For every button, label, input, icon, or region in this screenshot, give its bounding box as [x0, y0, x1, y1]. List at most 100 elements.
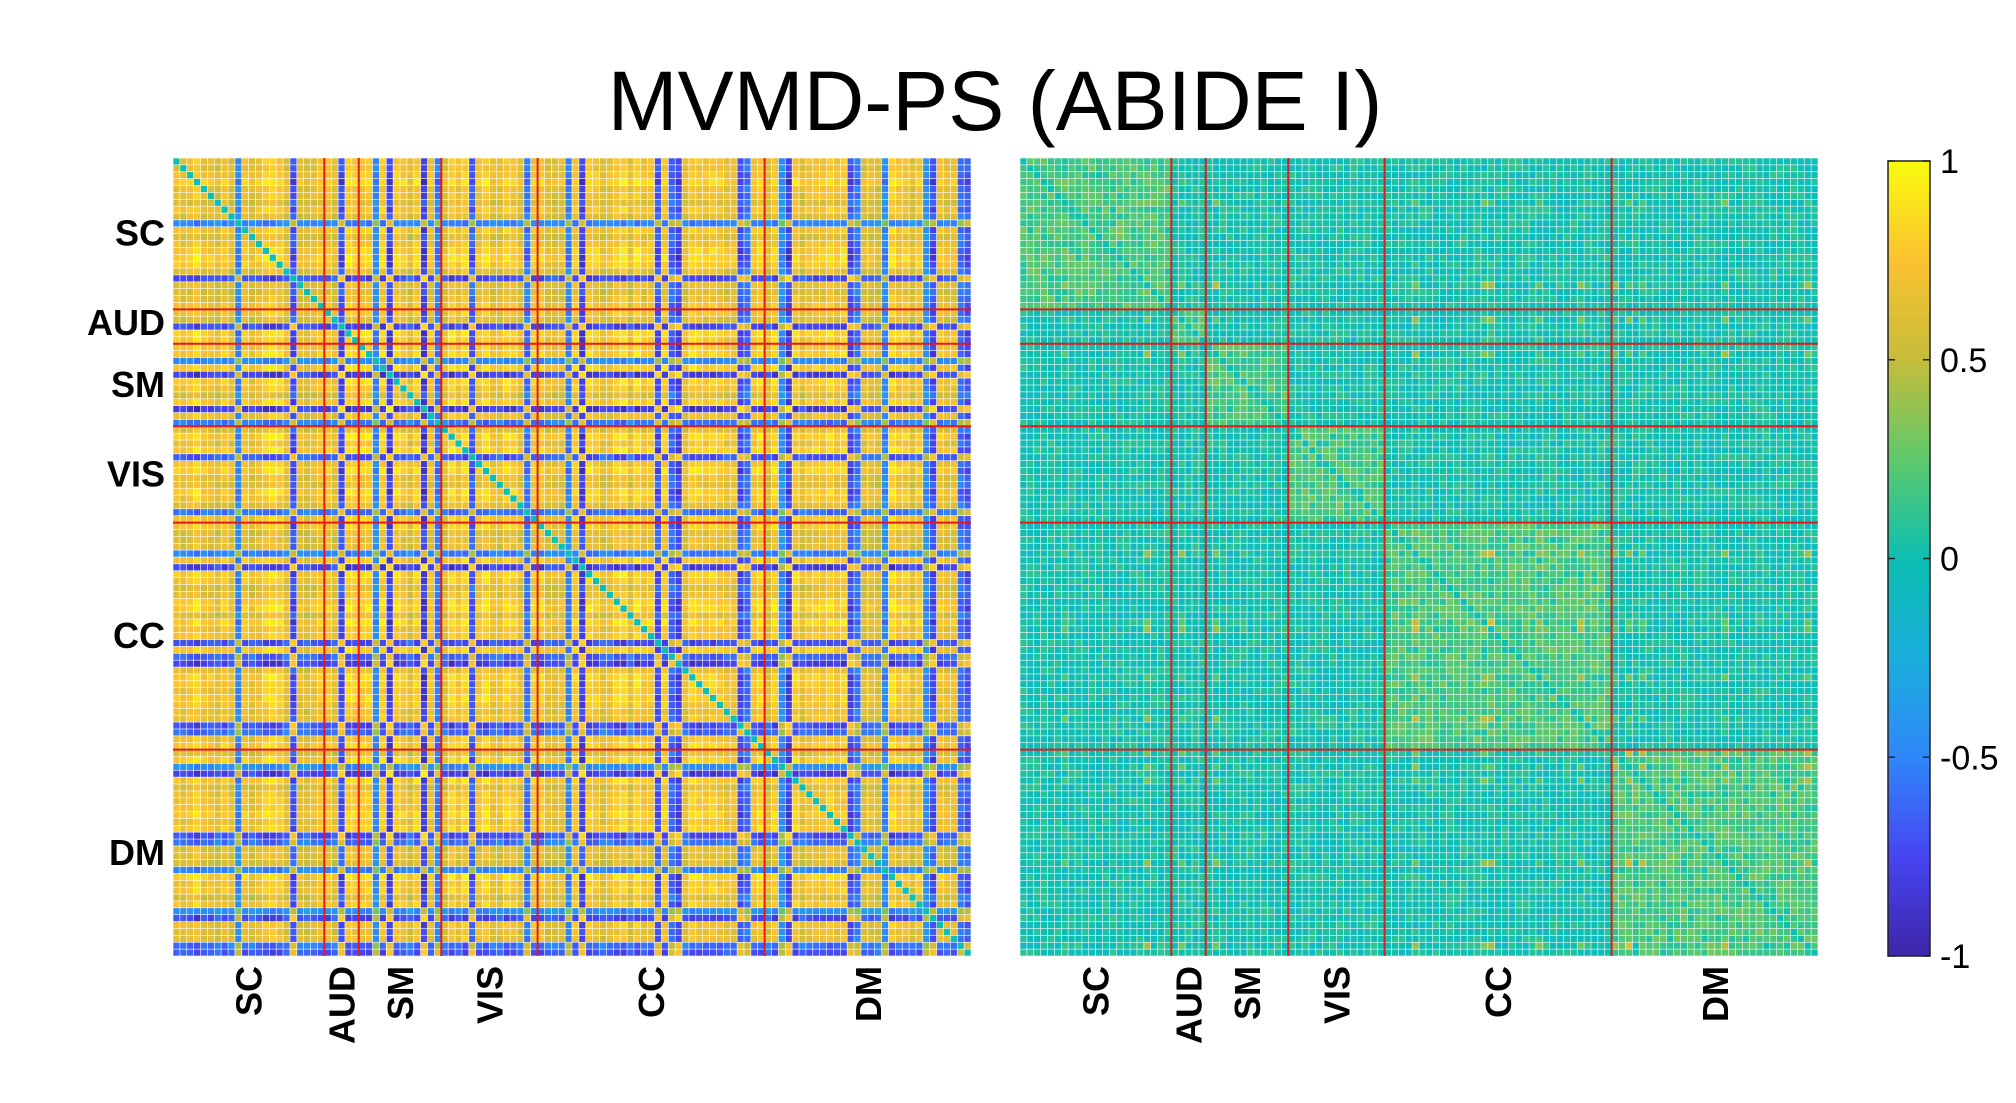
heatmap-cell: [958, 241, 964, 247]
heatmap-cell: [215, 172, 221, 178]
heatmap-cell: [614, 303, 620, 309]
heatmap-cell: [173, 351, 179, 357]
heatmap-cell: [834, 447, 840, 453]
heatmap-cell: [572, 413, 578, 419]
heatmap-cell: [559, 385, 565, 391]
heatmap-cell: [834, 158, 840, 164]
heatmap-cell: [215, 365, 221, 371]
heatmap-cell: [903, 392, 909, 398]
heatmap-cell: [882, 337, 888, 343]
heatmap-cell: [765, 317, 771, 323]
heatmap-cell: [820, 420, 826, 426]
heatmap-cell: [290, 323, 296, 329]
heatmap-cell: [937, 358, 943, 364]
heatmap-cell: [847, 337, 853, 343]
heatmap-cell: [930, 310, 936, 316]
heatmap-cell: [813, 433, 819, 439]
heatmap-cell: [338, 248, 344, 254]
heatmap-cell: [607, 158, 613, 164]
heatmap-cell: [944, 158, 950, 164]
heatmap-cell: [847, 193, 853, 199]
heatmap-cell: [263, 358, 269, 364]
heatmap-cell: [187, 289, 193, 295]
heatmap-cell: [283, 206, 289, 212]
heatmap-cell: [483, 261, 489, 267]
heatmap-cell: [504, 193, 510, 199]
heatmap-cell: [737, 344, 743, 350]
heatmap-cell: [820, 447, 826, 453]
heatmap-cell: [476, 193, 482, 199]
heatmap-cell: [194, 454, 200, 460]
heatmap-cell: [187, 255, 193, 261]
heatmap-cell: [263, 193, 269, 199]
heatmap-cell: [448, 337, 454, 343]
heatmap-cell: [510, 365, 516, 371]
heatmap-cell: [958, 413, 964, 419]
heatmap-cell: [627, 289, 633, 295]
heatmap-cell: [579, 255, 585, 261]
heatmap-cell: [813, 282, 819, 288]
heatmap-cell: [435, 186, 441, 192]
heatmap-cell: [675, 317, 681, 323]
heatmap-cell: [276, 344, 282, 350]
heatmap-cell: [641, 172, 647, 178]
heatmap-cell: [565, 179, 571, 185]
heatmap-cell: [614, 385, 620, 391]
heatmap-cell: [538, 365, 544, 371]
heatmap-cell: [572, 372, 578, 378]
heatmap-cell: [270, 310, 276, 316]
heatmap-cell: [497, 372, 503, 378]
heatmap-cell: [393, 289, 399, 295]
heatmap-cell: [682, 323, 688, 329]
heatmap-cell: [813, 193, 819, 199]
heatmap-cell: [662, 172, 668, 178]
heatmap-cell: [682, 268, 688, 274]
heatmap-cell: [827, 282, 833, 288]
heatmap-cell: [517, 206, 523, 212]
heatmap-cell: [421, 213, 427, 219]
heatmap-cell: [958, 206, 964, 212]
heatmap-cell: [359, 158, 365, 164]
heatmap-cell: [400, 392, 406, 398]
heatmap-cell: [476, 186, 482, 192]
heatmap-cell: [414, 406, 420, 412]
heatmap-cell: [923, 158, 929, 164]
heatmap-cell: [256, 344, 262, 350]
heatmap-cell: [786, 392, 792, 398]
heatmap-cell: [531, 330, 537, 336]
heatmap-cell: [854, 261, 860, 267]
heatmap-cell: [951, 193, 957, 199]
heatmap-cell: [552, 303, 558, 309]
heatmap-cell: [634, 317, 640, 323]
heatmap-cell: [634, 433, 640, 439]
heatmap-cell: [854, 440, 860, 446]
heatmap-cell: [641, 413, 647, 419]
heatmap-cell: [827, 358, 833, 364]
heatmap-cell: [889, 323, 895, 329]
heatmap-cell: [834, 310, 840, 316]
heatmap-cell: [786, 406, 792, 412]
heatmap-cell: [400, 227, 406, 233]
heatmap-cell: [421, 351, 427, 357]
heatmap-cell: [235, 447, 241, 453]
heatmap-cell: [304, 365, 310, 371]
heatmap-cell: [717, 255, 723, 261]
heatmap-cell: [607, 420, 613, 426]
heatmap-cell: [772, 433, 778, 439]
heatmap-cell: [627, 433, 633, 439]
heatmap-cell: [201, 406, 207, 412]
heatmap-cell: [964, 186, 970, 192]
heatmap-cell: [586, 241, 592, 247]
heatmap-cell: [318, 261, 324, 267]
heatmap-cell: [325, 275, 331, 281]
heatmap-cell: [944, 317, 950, 323]
heatmap-cell: [201, 337, 207, 343]
heatmap-cell: [435, 330, 441, 336]
heatmap-cell: [538, 372, 544, 378]
heatmap-cell: [256, 427, 262, 433]
heatmap-cell: [380, 158, 386, 164]
heatmap-cell: [393, 206, 399, 212]
heatmap-cell: [675, 413, 681, 419]
heatmap-cell: [806, 399, 812, 405]
heatmap-cell: [737, 165, 743, 171]
